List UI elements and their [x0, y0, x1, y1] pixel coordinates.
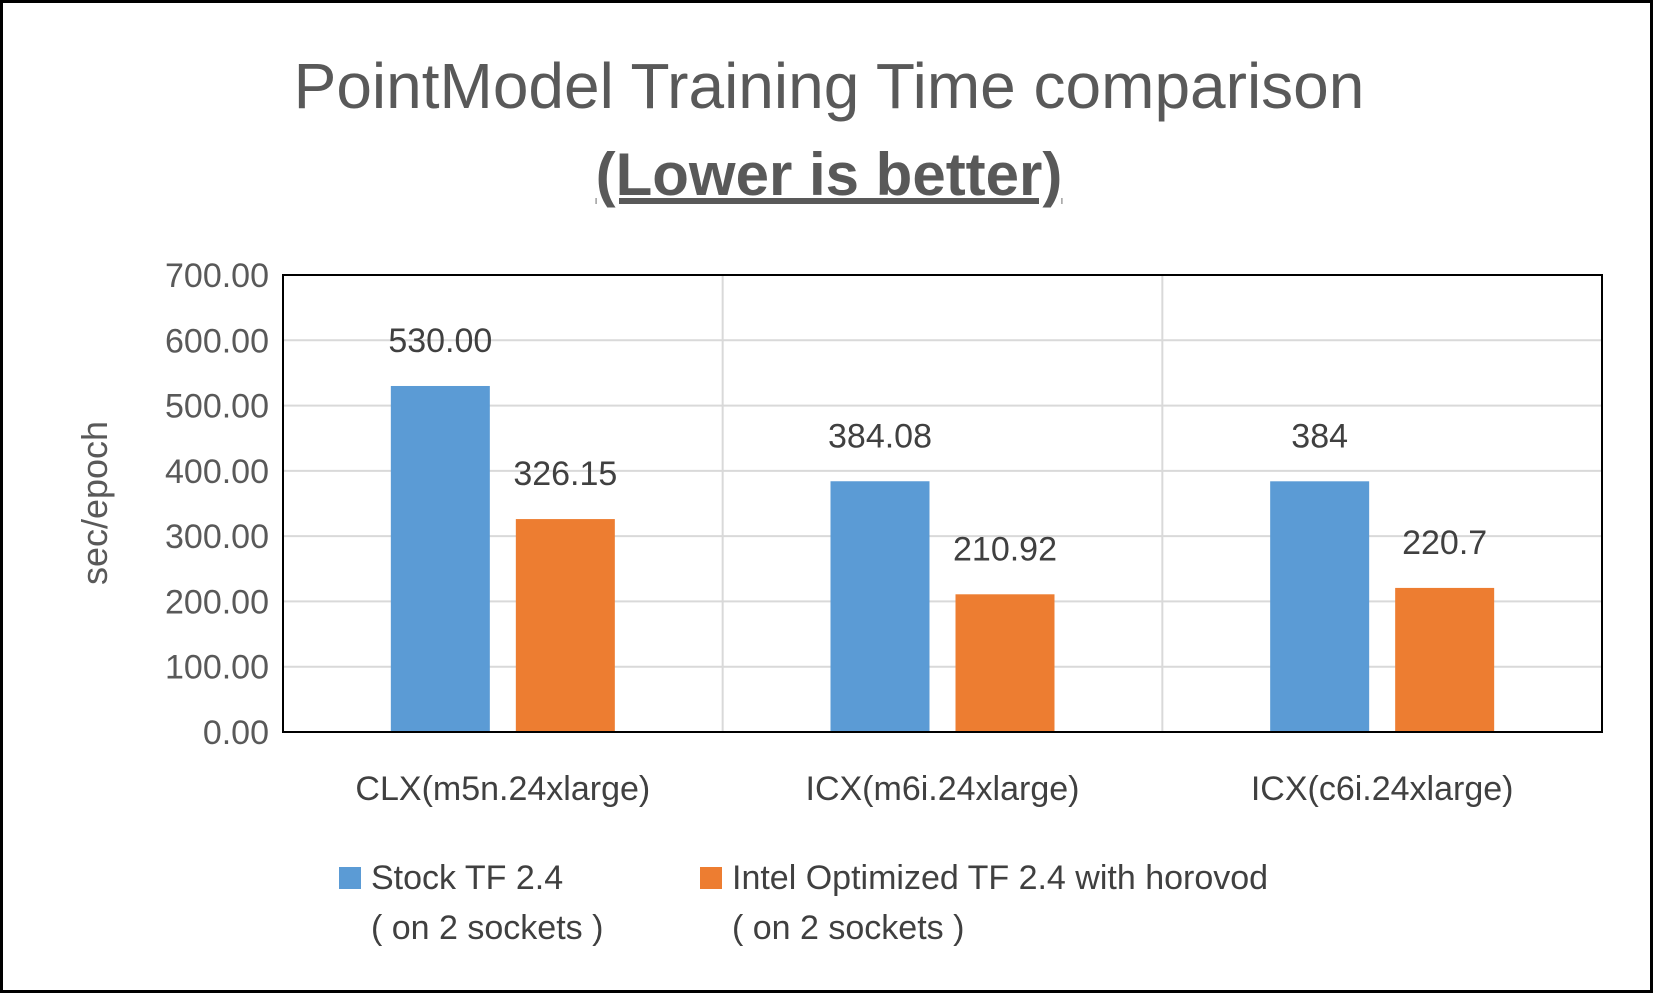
legend-label-line2: ( on 2 sockets ) — [371, 909, 603, 947]
grid-layer — [283, 274, 1602, 733]
legend: Stock TF 2.4( on 2 sockets )Intel Optimi… — [339, 859, 1268, 947]
data-label-series-2-category-1: 326.15 — [513, 455, 617, 493]
legend-swatch — [339, 867, 361, 889]
legend-swatch — [700, 867, 722, 889]
y-tick-label: 400.00 — [165, 453, 269, 491]
y-tick-label: 300.00 — [165, 518, 269, 556]
data-label-layer: 530.00 326.15 384.08 210.92 384 220.7 — [388, 322, 1487, 568]
bar-series-2-category-2 — [955, 594, 1055, 732]
y-tick-label: 600.00 — [165, 322, 269, 360]
data-label-series-2-category-3: 220.7 — [1402, 524, 1487, 562]
bar-layer — [390, 385, 1495, 732]
y-tick-label: 100.00 — [165, 649, 269, 687]
legend-item-1: Stock TF 2.4 ( on 2 sockets ) — [339, 859, 603, 947]
bar-series-2-category-3 — [1395, 587, 1495, 732]
y-tick-label: 700.00 — [165, 257, 269, 295]
chart-subtitle: (Lower is better) — [596, 141, 1063, 208]
bar-series-1-category-1 — [390, 385, 490, 732]
bar-series-1-category-2 — [830, 481, 930, 732]
y-tick-label: 200.00 — [165, 583, 269, 621]
x-category-label: ICX(c6i.24xlarge) — [1251, 770, 1514, 808]
chart-svg: PointModel Training Time comparison (Low… — [74, 50, 1603, 947]
plot-area-border — [282, 274, 1603, 733]
x-category-label: ICX(m6i.24xlarge) — [806, 770, 1080, 808]
data-label-series-2-category-2: 210.92 — [953, 530, 1057, 568]
data-label-series-1-category-1: 530.00 — [388, 322, 492, 360]
bar-series-2-category-1 — [515, 519, 615, 732]
legend-item-2: Intel Optimized TF 2.4 with horovod ( on … — [700, 859, 1268, 947]
y-tick-label: 500.00 — [165, 388, 269, 426]
y-axis-label: sec/epoch — [74, 421, 115, 585]
y-tick-labels: 0.00 100.00 200.00 300.00 400.00 500.00 600.00… — [165, 257, 269, 752]
y-tick-label: 0.00 — [203, 714, 269, 752]
data-label-series-1-category-3: 384 — [1291, 417, 1348, 455]
bar-series-1-category-3 — [1270, 481, 1370, 732]
legend-label-line2: ( on 2 sockets ) — [732, 909, 964, 947]
x-category-label: CLX(m5n.24xlarge) — [355, 770, 650, 808]
category-labels: CLX(m5n.24xlarge) ICX(m6i.24xlarge) ICX(c6… — [355, 770, 1513, 808]
data-label-series-1-category-2: 384.08 — [828, 417, 932, 455]
legend-label: Stock TF 2.4 — [371, 859, 563, 897]
chart-title: PointModel Training Time comparison — [294, 50, 1365, 122]
legend-label: Intel Optimized TF 2.4 with horovod — [732, 859, 1268, 897]
